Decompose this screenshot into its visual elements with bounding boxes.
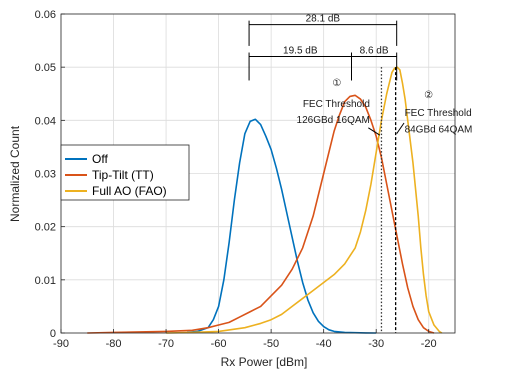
series-lines <box>87 66 443 334</box>
dimension-label: 8.6 dB <box>360 46 389 57</box>
x-axis-label: Rx Power [dBm] <box>221 355 308 369</box>
dimension-label: 19.5 dB <box>283 46 318 57</box>
y-tick-label: 0.02 <box>35 222 56 234</box>
legend-label-off: Off <box>92 152 108 166</box>
y-tick-label: 0.01 <box>35 275 56 287</box>
x-tick-label: -90 <box>53 338 69 350</box>
x-tick-label: -60 <box>211 338 227 350</box>
x-tick-label: -20 <box>421 338 437 350</box>
legend-label-full-ao: Full AO (FAO) <box>92 184 167 198</box>
annotations: 28.1 dB 19.5 dB 8.6 dB ① FEC Threshold 126GBd… <box>248 14 473 333</box>
tick-labels: -90 -80 -70 -60 -50 -40 -30 -20 0 0.01 0.02 0.03 0.0… <box>35 9 437 350</box>
y-tick-label: 0.03 <box>35 169 56 181</box>
y-tick-label: 0 <box>50 328 56 340</box>
y-tick-label: 0.05 <box>35 62 56 74</box>
y-tick-label: 0.06 <box>35 9 56 21</box>
series-line-tip-tilt <box>87 94 435 334</box>
callout-title-1: FEC Threshold <box>303 99 370 110</box>
callout-pointer-1 <box>368 127 381 136</box>
callout-subtitle-2: 84GBd 64QAM <box>405 125 473 136</box>
callout-marker-2: ② <box>424 90 433 101</box>
x-tick-label: -40 <box>316 338 332 350</box>
callout-title-2: FEC Threshold <box>405 108 472 119</box>
series-line-off <box>186 118 377 334</box>
callout-pointer-2 <box>396 122 405 134</box>
y-tick-label: 0.04 <box>35 115 56 127</box>
legend: Off Tip-Tilt (TT) Full AO (FAO) <box>60 144 190 201</box>
x-tick-label: -80 <box>106 338 122 350</box>
dimension-label: 28.1 dB <box>306 14 341 25</box>
x-tick-label: -70 <box>158 338 174 350</box>
callout-subtitle-1: 126GBd 16QAM <box>297 115 370 126</box>
x-tick-label: -50 <box>263 338 279 350</box>
callout-marker-1: ① <box>332 78 341 89</box>
series-line-full-ao <box>166 66 443 334</box>
legend-label-tip-tilt: Tip-Tilt (TT) <box>92 168 154 182</box>
x-tick-label: -30 <box>368 338 384 350</box>
y-axis-label: Normalized Count <box>8 125 22 222</box>
